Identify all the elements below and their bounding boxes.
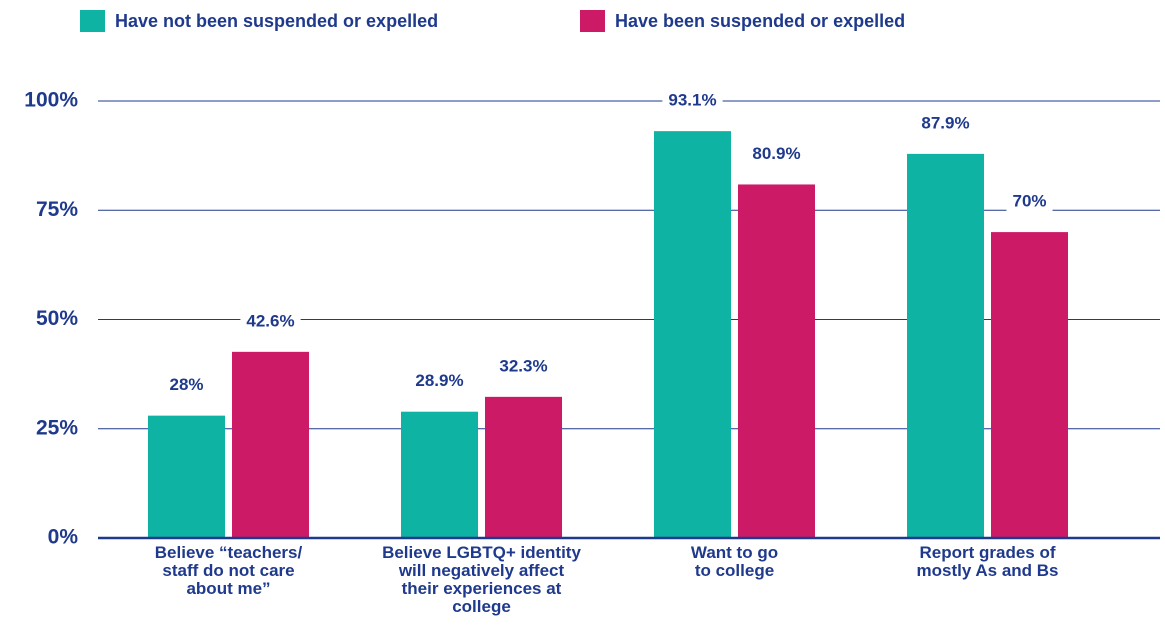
value-label-bg	[240, 309, 301, 333]
legend-swatch	[580, 10, 605, 32]
bar	[654, 131, 731, 538]
bar	[738, 184, 815, 539]
bar	[907, 153, 984, 538]
value-label: 80.9%	[752, 144, 800, 163]
value-label-bg	[1006, 189, 1053, 213]
x-tick-label-box: Believe LGBTQ+ identity will negatively …	[382, 544, 581, 616]
x-tick-label: Believe “teachers/ staff do not care abo…	[154, 544, 303, 598]
bar	[232, 351, 309, 538]
value-label-bg	[409, 369, 470, 393]
value-label-bg	[493, 354, 554, 378]
value-label-bg	[662, 88, 723, 112]
bar	[991, 232, 1068, 538]
value-label: 42.6%	[246, 311, 294, 330]
value-label-bg	[915, 111, 976, 135]
value-label: 28.9%	[415, 371, 463, 390]
x-tick-label-box: Believe “teachers/ staff do not care abo…	[154, 544, 303, 598]
value-label-bg	[746, 141, 807, 165]
x-tick-label-box: Report grades of mostly As and Bs	[916, 544, 1059, 580]
y-tick-label: 50%	[36, 307, 78, 330]
bar	[485, 396, 562, 538]
x-tick-label-box: Want to go to college	[690, 544, 779, 580]
y-tick-label: 0%	[48, 526, 79, 549]
y-tick-label: 100%	[24, 89, 78, 112]
x-tick-label: Want to go to college	[690, 544, 779, 580]
legend-label: Have not been suspended or expelled	[115, 11, 438, 31]
y-tick-label: 25%	[36, 416, 78, 439]
value-label: 32.3%	[499, 356, 547, 375]
y-tick-label: 75%	[36, 198, 78, 221]
value-label: 93.1%	[668, 91, 716, 110]
value-label: 70%	[1012, 192, 1046, 211]
value-label: 28%	[169, 375, 203, 394]
legend-label: Have been suspended or expelled	[615, 11, 905, 31]
bar	[401, 411, 478, 538]
value-label: 87.9%	[921, 113, 969, 132]
x-tick-label: Report grades of mostly As and Bs	[916, 544, 1059, 580]
legend-swatch	[80, 10, 105, 32]
value-label-bg	[163, 373, 210, 397]
x-tick-label: Believe LGBTQ+ identity will negatively …	[382, 544, 581, 616]
bar	[148, 415, 225, 538]
